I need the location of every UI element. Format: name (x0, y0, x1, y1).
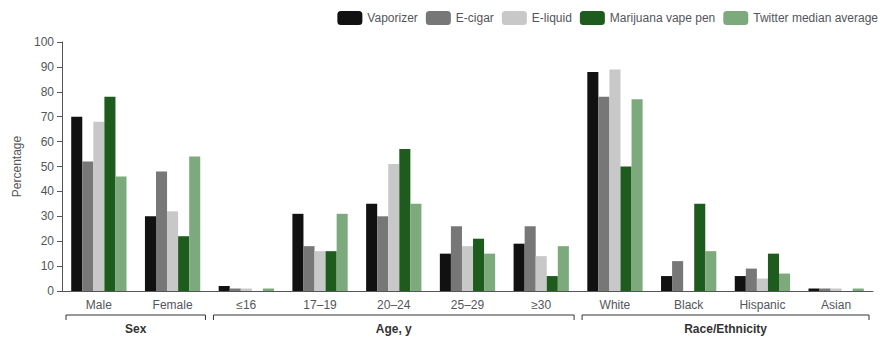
svg-text:Female: Female (153, 298, 193, 312)
svg-text:Twitter median average: Twitter median average (753, 11, 878, 25)
svg-text:40: 40 (41, 184, 55, 198)
svg-text:80: 80 (41, 85, 55, 99)
svg-text:30: 30 (41, 209, 55, 223)
svg-text:Percentage: Percentage (10, 135, 24, 197)
svg-text:70: 70 (41, 110, 55, 124)
svg-text:Sex: Sex (125, 322, 147, 336)
svg-text:Age, y: Age, y (376, 322, 412, 336)
svg-text:Vaporizer: Vaporizer (367, 11, 417, 25)
svg-text:10: 10 (41, 259, 55, 273)
svg-text:17–19: 17–19 (303, 298, 337, 312)
svg-text:90: 90 (41, 60, 55, 74)
svg-text:E-liquid: E-liquid (532, 11, 572, 25)
svg-text:50: 50 (41, 160, 55, 174)
svg-text:≤16: ≤16 (236, 298, 256, 312)
svg-text:20–24: 20–24 (377, 298, 411, 312)
svg-text:Black: Black (674, 298, 704, 312)
svg-text:20: 20 (41, 234, 55, 248)
svg-text:≥30: ≥30 (531, 298, 551, 312)
svg-text:White: White (600, 298, 631, 312)
svg-text:Asian: Asian (821, 298, 851, 312)
svg-text:Race/Ethnicity: Race/Ethnicity (684, 322, 767, 336)
svg-text:E-cigar: E-cigar (456, 11, 494, 25)
svg-text:100: 100 (34, 35, 54, 49)
svg-text:Male: Male (86, 298, 112, 312)
svg-text:Hispanic: Hispanic (739, 298, 785, 312)
svg-text:25–29: 25–29 (451, 298, 485, 312)
svg-text:Marijuana vape pen: Marijuana vape pen (610, 11, 715, 25)
svg-text:60: 60 (41, 135, 55, 149)
svg-text:0: 0 (47, 284, 54, 298)
